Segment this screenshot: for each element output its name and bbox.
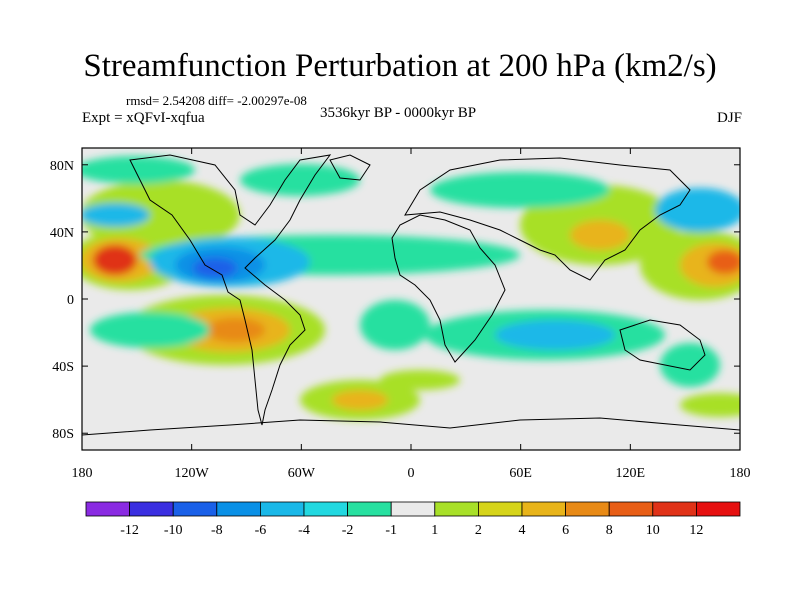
chart-title: Streamfunction Perturbation at 200 hPa (… <box>83 48 717 84</box>
y-axis: 80N 40N 0 40S 80S <box>50 159 740 442</box>
colorbar-swatch <box>216 501 261 517</box>
x-tick-label: 120E <box>616 466 646 481</box>
anomaly-blob <box>680 393 740 417</box>
colorbar-label: -1 <box>385 523 397 538</box>
colorbar-label: 1 <box>431 523 438 538</box>
x-tick-label: 120W <box>175 466 210 481</box>
anomaly-blob <box>380 370 460 390</box>
y-tick-label: 40S <box>52 360 74 375</box>
colorbar-label: 6 <box>562 523 569 538</box>
y-tick-label: 80N <box>50 159 74 174</box>
anomaly-blob <box>707 250 740 274</box>
anomaly-blob <box>660 343 720 387</box>
colorbar-label: -10 <box>164 523 183 538</box>
colorbar-swatch <box>347 501 392 517</box>
period-label: 3536kyr BP - 0000kyr BP <box>320 105 477 121</box>
experiment-label: Expt = xQFvI-xqfua <box>82 110 205 126</box>
y-tick-label: 0 <box>67 293 74 308</box>
colorbar-swatch <box>85 501 130 517</box>
x-tick-label: 180 <box>72 466 93 481</box>
anomaly-blob <box>430 172 610 208</box>
colorbar-swatch <box>477 501 523 517</box>
anomaly-blob <box>240 164 360 196</box>
x-axis: 180 120W 60W 0 60E 120E 180 <box>72 148 751 481</box>
colorbar-label: -8 <box>211 523 223 538</box>
x-tick-label: 60W <box>288 466 316 481</box>
colorbar-swatch <box>129 501 174 517</box>
colorbar-label: -2 <box>342 523 354 538</box>
anomaly-blob <box>193 258 237 278</box>
x-tick-label: 60E <box>509 466 532 481</box>
colorbar-swatch <box>521 501 566 517</box>
anomaly-blob <box>332 390 388 410</box>
greenland-coast <box>329 154 371 181</box>
x-tick-label: 0 <box>408 466 415 481</box>
stats-text: rmsd= 2.54208 diff= -2.00297e-08 <box>126 93 307 108</box>
anomaly-blob <box>655 188 740 232</box>
anomaly-blob <box>495 320 615 350</box>
y-tick-label: 40N <box>50 226 74 241</box>
anomaly-blob <box>205 318 265 342</box>
colorbar-swatch <box>259 501 305 517</box>
colorbar-swatch <box>172 501 218 517</box>
colorbar-swatch <box>303 501 348 517</box>
americas-coast <box>129 154 332 426</box>
coastlines <box>82 154 740 436</box>
anomaly-blob <box>93 245 137 275</box>
colorbar: -12 -10 -8 -6 -4 -2 -1 1 2 4 6 8 10 12 <box>85 501 741 538</box>
anomaly-blob <box>82 156 195 184</box>
anomaly-blob <box>570 220 630 250</box>
season-label: DJF <box>716 110 742 126</box>
australia-coast <box>619 319 706 371</box>
anomaly-blob <box>90 312 210 348</box>
colorbar-swatch <box>390 501 436 517</box>
eurasia-coast <box>404 157 691 281</box>
colorbar-swatch <box>434 501 479 517</box>
colorbar-label: 12 <box>689 523 703 538</box>
africa-coast <box>391 214 506 363</box>
colorbar-swatch <box>608 501 654 517</box>
colorbar-label: -4 <box>298 523 310 538</box>
colorbar-label: 8 <box>606 523 613 538</box>
y-tick-label: 80S <box>52 427 74 442</box>
colorbar-label: -12 <box>120 523 139 538</box>
colorbar-swatch <box>652 501 697 517</box>
x-tick-label: 180 <box>730 466 751 481</box>
anomaly-blob <box>360 300 430 350</box>
anomaly-blob <box>82 203 150 227</box>
colorbar-label: 10 <box>646 523 660 538</box>
colorbar-label: 2 <box>475 523 482 538</box>
contour-field <box>82 148 740 450</box>
colorbar-label: -6 <box>255 523 267 538</box>
colorbar-swatch <box>696 501 741 517</box>
colorbar-swatch <box>565 501 610 517</box>
antarctica-coast <box>82 417 740 436</box>
colorbar-label: 4 <box>519 523 526 538</box>
